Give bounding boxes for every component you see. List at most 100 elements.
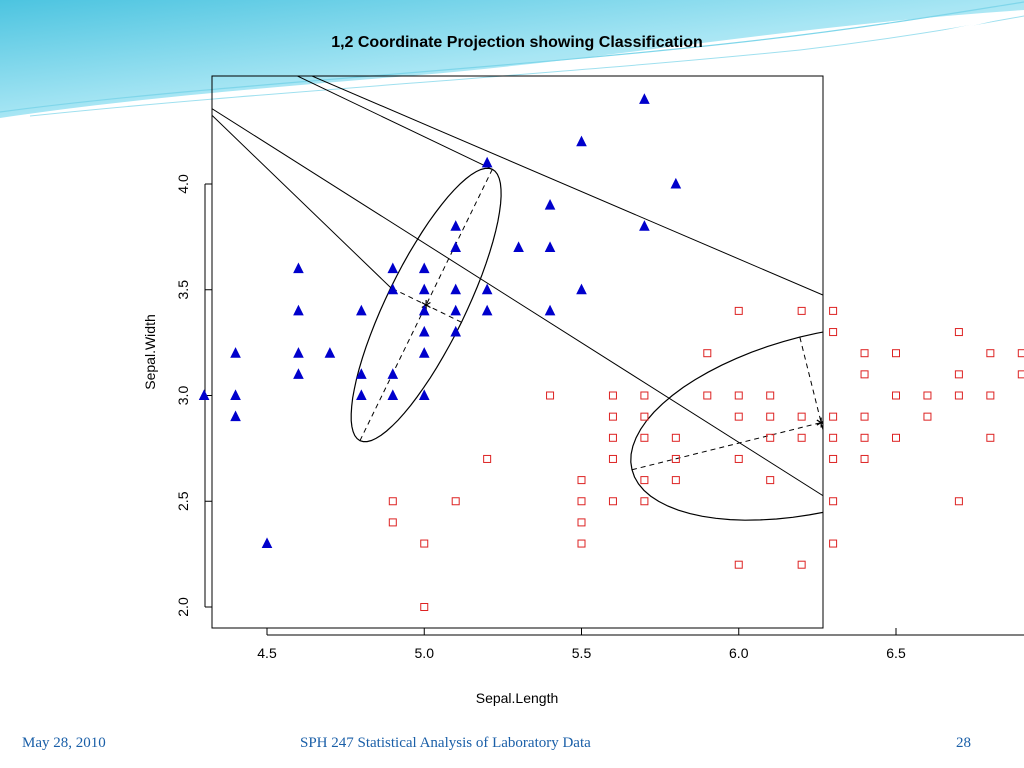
triangle-point <box>230 389 241 400</box>
triangle-point <box>293 262 304 274</box>
square-point <box>483 454 492 463</box>
square-point <box>954 328 963 337</box>
square-point <box>608 454 617 463</box>
y-axis-label: Sepal.Width <box>142 314 158 389</box>
square-point <box>640 476 649 485</box>
square-point <box>420 603 429 611</box>
triangle-point <box>481 283 493 295</box>
square-point <box>734 454 743 463</box>
square-point <box>734 391 743 400</box>
triangle-point <box>230 347 241 358</box>
triangle-point <box>576 135 587 147</box>
triangle-point <box>293 368 304 379</box>
square-point <box>546 391 555 400</box>
triangle-point <box>387 368 399 379</box>
header-banner <box>0 0 1024 118</box>
triangle-point <box>450 241 462 252</box>
triangle-point <box>418 347 430 358</box>
square-point <box>577 518 586 527</box>
square-point <box>892 433 900 442</box>
triangle-point <box>450 325 462 337</box>
triangle-point <box>544 241 556 252</box>
triangle-point <box>576 283 587 295</box>
square-point <box>451 497 460 506</box>
x-tick-label: 5.5 <box>572 645 592 661</box>
triangle-point <box>387 389 399 400</box>
triangle-point <box>481 304 493 316</box>
square-point <box>829 497 838 506</box>
triangle-point <box>418 389 430 400</box>
x-tick-label: 6.0 <box>729 645 749 661</box>
square-point <box>640 433 649 442</box>
square-point <box>986 349 995 358</box>
triangle-point <box>356 368 367 379</box>
center-marker-stroke <box>816 420 823 426</box>
triangle-point <box>513 241 524 252</box>
banner-stripe <box>899 11 1024 41</box>
square-point <box>954 391 963 400</box>
projection-line <box>310 76 823 296</box>
projection-line <box>296 76 493 170</box>
square-point <box>797 306 806 315</box>
triangle-point <box>418 283 430 295</box>
square-point <box>577 497 586 506</box>
square-point <box>829 454 838 463</box>
triangle-point <box>387 262 399 274</box>
footer-page-number: 28 <box>956 735 971 751</box>
triangle-point <box>198 389 210 400</box>
square-point <box>860 412 869 421</box>
y-tick-label: 2.0 <box>175 597 191 617</box>
triangle-point <box>450 220 462 231</box>
triangle-point <box>356 304 367 316</box>
x-tick-label: 4.5 <box>257 645 277 661</box>
triangle-point <box>450 304 462 316</box>
square-point <box>860 349 869 358</box>
square-point <box>388 518 397 527</box>
triangle-point <box>324 347 336 358</box>
square-point <box>388 497 397 506</box>
triangle-point <box>481 156 493 168</box>
triangle-point <box>639 220 650 231</box>
square-point <box>766 412 775 421</box>
square-point <box>797 560 806 569</box>
footer-course-title: SPH 247 Statistical Analysis of Laborato… <box>300 735 591 751</box>
square-point <box>954 497 963 506</box>
square-point <box>797 412 806 421</box>
center-marker-stroke <box>421 301 431 308</box>
banner-stripe <box>29 15 1024 117</box>
projection-line <box>212 108 823 497</box>
square-point <box>797 433 806 442</box>
square-point <box>640 391 649 400</box>
square-point <box>766 391 775 400</box>
chart-title: 1,2 Coordinate Projection showing Classi… <box>331 34 703 51</box>
square-point <box>1017 370 1024 379</box>
y-tick-label: 4.0 <box>175 174 191 194</box>
center-marker <box>816 417 823 428</box>
square-point <box>640 412 649 421</box>
square-point <box>766 476 775 485</box>
square-point <box>420 539 429 548</box>
ellipse-1 <box>350 167 502 443</box>
square-point <box>671 454 680 463</box>
square-point <box>1017 349 1024 358</box>
square-point <box>671 476 680 485</box>
square-point <box>734 306 743 315</box>
square-point <box>986 391 995 400</box>
square-point <box>577 476 586 485</box>
triangle-point <box>450 283 462 295</box>
triangle-point <box>356 389 367 400</box>
triangle-point <box>418 262 430 274</box>
triangle-point <box>293 304 304 316</box>
square-point <box>608 433 617 442</box>
square-point <box>860 370 869 379</box>
square-point <box>860 454 869 463</box>
banner-wave <box>0 0 1024 118</box>
square-point <box>923 391 932 400</box>
triangle-point <box>261 537 273 549</box>
square-point <box>766 433 775 442</box>
banner-stripe <box>0 1 1024 113</box>
triangle-point <box>639 93 650 104</box>
x-tick-label: 5.0 <box>415 645 435 661</box>
projection-line <box>212 114 392 289</box>
